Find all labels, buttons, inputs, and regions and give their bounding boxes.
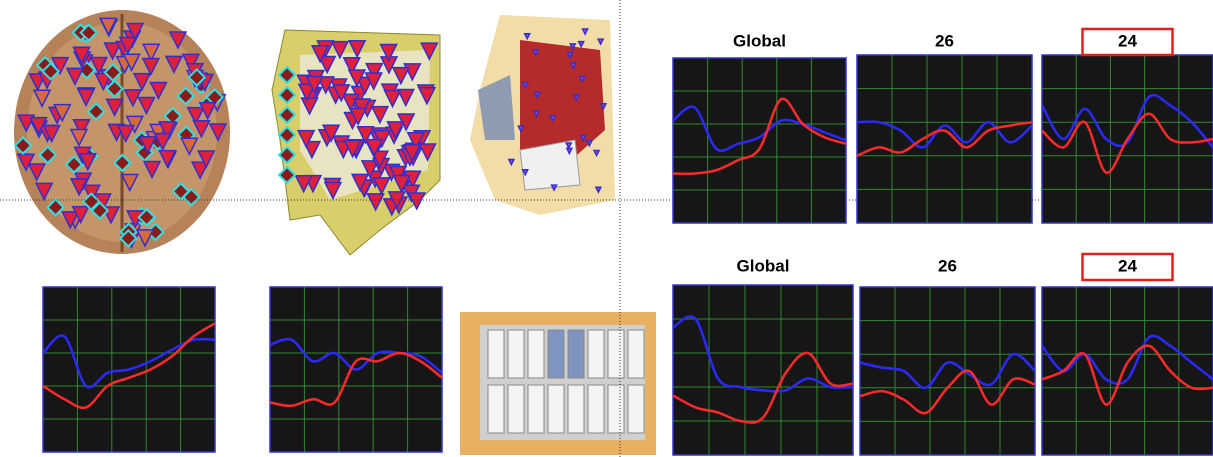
signal-panel: 26 [857, 31, 1032, 223]
head-anatomy [470, 15, 615, 215]
signal-panel: 24 [1042, 254, 1213, 455]
signal-panel: 26 [860, 256, 1035, 455]
teeth-anatomy [460, 312, 656, 455]
tooth [548, 330, 564, 378]
signal-panel [43, 287, 215, 452]
signal-panel: Global [673, 31, 846, 223]
plot-area [673, 58, 846, 223]
panel-title: Global [737, 256, 790, 275]
tooth [488, 330, 504, 378]
tooth [528, 330, 544, 378]
tooth [508, 330, 524, 378]
panel-title: 24 [1118, 31, 1137, 50]
tooth [488, 385, 504, 433]
figure: Global 26 24 Global 26 24 [0, 0, 1213, 457]
signal-panel: 24 [1042, 29, 1213, 223]
figure-canvas: Global 26 24 Global 26 24 [0, 0, 1213, 457]
tooth [628, 330, 644, 378]
panel-title: 26 [935, 31, 954, 50]
tooth [528, 385, 544, 433]
tooth [608, 330, 624, 378]
panel-title: 24 [1118, 256, 1137, 275]
signal-panel [270, 287, 442, 452]
plot-area [673, 285, 853, 455]
tooth [508, 385, 524, 433]
cortex-map [272, 30, 440, 255]
signal-panel: Global [673, 256, 853, 455]
tooth [588, 330, 604, 378]
tooth [628, 385, 644, 433]
tooth [588, 385, 604, 433]
brain-map [14, 10, 230, 254]
tooth [608, 385, 624, 433]
panel-title: 26 [938, 256, 957, 275]
tooth [568, 330, 584, 378]
tooth [548, 385, 564, 433]
panel-title: Global [733, 31, 786, 50]
plot-area [860, 287, 1035, 455]
tooth [568, 385, 584, 433]
